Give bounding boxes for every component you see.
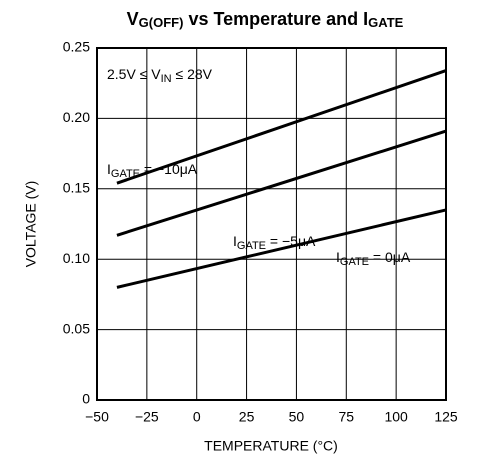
y-tick-label: 0 (82, 391, 90, 407)
y-tick-label: 0.05 (63, 320, 90, 336)
y-tick-label: 0.10 (63, 250, 90, 266)
x-tick-label: −50 (85, 409, 109, 425)
x-tick-label: 100 (384, 409, 408, 425)
x-tick-label: 25 (239, 409, 255, 425)
series-label-part: GATE (237, 240, 266, 252)
plot-frame (96, 47, 447, 401)
y-tick-label: 0.15 (63, 180, 90, 196)
x-tick-label: 50 (289, 409, 305, 425)
x-tick-label: 125 (434, 409, 458, 425)
series-label: IGATE = −10μA (107, 161, 198, 180)
x-tick-label: −25 (135, 409, 159, 425)
series-label-part: GATE (111, 168, 140, 180)
y-tick-label: 0.25 (63, 39, 90, 55)
y-axis-label: VOLTAGE (V) (23, 181, 39, 268)
series-label-part: I (336, 249, 340, 265)
x-axis-label: TEMPERATURE (°C) (204, 438, 338, 454)
y-tick-label: 0.20 (63, 109, 90, 125)
series-label-part: I (233, 233, 237, 249)
x-tick-label: 75 (338, 409, 354, 425)
series-line (116, 208, 447, 289)
series-label-part: = −10μA (140, 161, 198, 177)
series-line (116, 129, 447, 237)
series-label-part: = 0μA (369, 249, 411, 265)
x-tick-label: 0 (193, 409, 201, 425)
series-label-part: I (107, 161, 111, 177)
chart-title: VG(OFF) vs Temperature and IGATE (127, 9, 404, 31)
series-line (116, 69, 447, 185)
series-label-part: GATE (340, 256, 369, 268)
annotation: 2.5V ≤ VIN ≤ 28V (107, 66, 213, 85)
series-label: IGATE = 0μA (336, 249, 411, 268)
